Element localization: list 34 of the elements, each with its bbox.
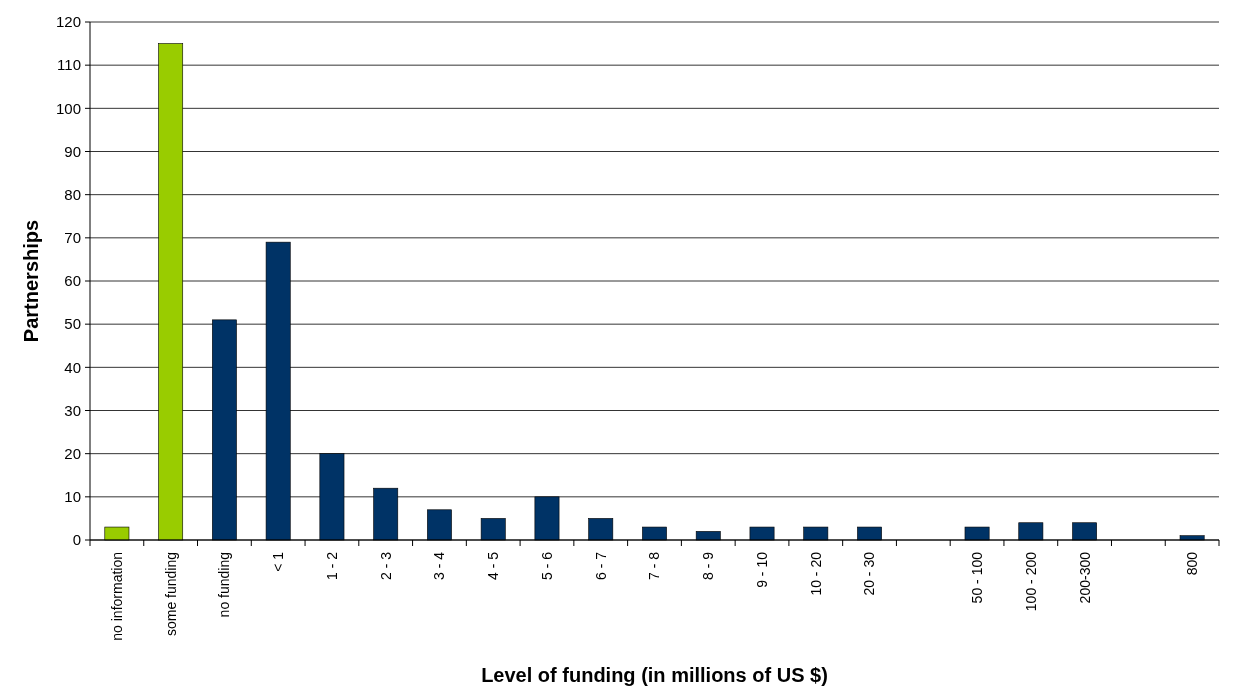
y-tick-label: 60 xyxy=(64,272,81,290)
x-tick-label: no information xyxy=(108,552,125,641)
x-tick-label: 4 - 5 xyxy=(485,551,502,581)
x-tick-label: 800 xyxy=(1184,551,1201,576)
y-tick-label: 90 xyxy=(64,142,81,160)
x-tick-label: 50 - 100 xyxy=(968,551,985,604)
x-tick-label: 200-300 xyxy=(1076,551,1093,604)
x-axis-title: Level of funding (in millions of US $) xyxy=(481,664,828,686)
y-tick-label: 10 xyxy=(64,488,81,506)
y-tick-label: 0 xyxy=(72,531,81,549)
y-tick-label: 80 xyxy=(64,185,81,203)
x-tick-label: 7 - 8 xyxy=(646,551,663,581)
x-tick-label: no funding xyxy=(216,552,233,618)
y-axis-title: Partnerships xyxy=(20,219,42,343)
y-tick-label: 50 xyxy=(64,315,81,333)
y-tick-label: 20 xyxy=(64,444,81,462)
x-tick-label: 20 - 30 xyxy=(861,551,878,596)
y-tick-label: 100 xyxy=(55,99,81,117)
y-tick-label: 30 xyxy=(64,401,81,419)
x-tick-label: 6 - 7 xyxy=(592,551,609,581)
y-tick-label: 70 xyxy=(64,229,81,247)
x-tick-label: 9 - 10 xyxy=(753,551,770,588)
x-tick-label: 8 - 9 xyxy=(700,551,717,581)
x-tick-label: 5 - 6 xyxy=(538,551,555,581)
y-tick-label: 110 xyxy=(57,56,81,74)
y-tick-label: 120 xyxy=(55,13,81,31)
x-tick-label: some funding xyxy=(162,552,179,637)
x-tick-label: < 1 xyxy=(270,551,287,572)
x-tick-label: 2 - 3 xyxy=(377,551,394,581)
y-tick-label: 40 xyxy=(64,358,81,376)
x-tick-label: 10 - 20 xyxy=(807,551,824,596)
x-tick-label: 100 - 200 xyxy=(1022,551,1039,612)
x-tick-label: 3 - 4 xyxy=(431,551,448,581)
x-tick-label: 1 - 2 xyxy=(323,551,340,581)
